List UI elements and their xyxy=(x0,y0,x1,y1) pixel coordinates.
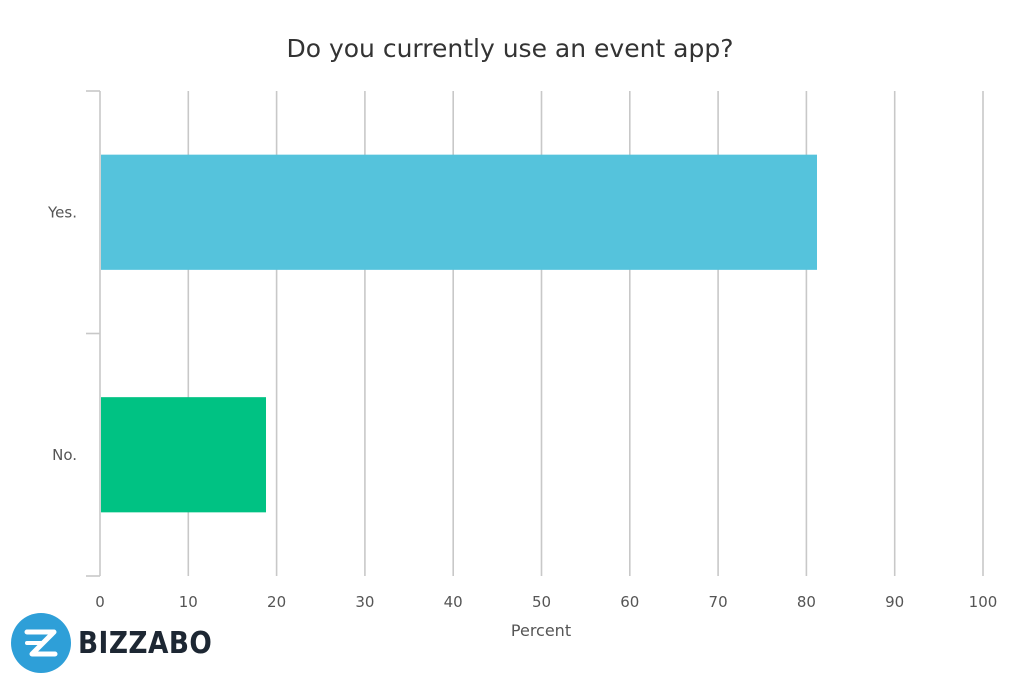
x-tick-label-60: 60 xyxy=(620,593,639,611)
category-label-yes: Yes. xyxy=(47,203,77,221)
x-tick-label-70: 70 xyxy=(709,593,728,611)
bizzabo-logo-text: BIZZABO xyxy=(78,625,213,661)
x-tick-label-0: 0 xyxy=(95,593,105,611)
x-tick-label-10: 10 xyxy=(179,593,198,611)
chart-title: Do you currently use an event app? xyxy=(286,34,733,63)
bizzabo-logo: BIZZABO xyxy=(10,612,231,674)
x-tick-label-30: 30 xyxy=(355,593,374,611)
x-tick-labels: 0 10 20 30 40 50 60 70 80 90 100 xyxy=(95,593,997,611)
x-tick-label-50: 50 xyxy=(532,593,551,611)
y-axis xyxy=(86,90,101,577)
bar-yes xyxy=(101,154,817,270)
x-tick-label-100: 100 xyxy=(969,593,998,611)
x-tick-label-20: 20 xyxy=(267,593,286,611)
x-tick-label-90: 90 xyxy=(885,593,904,611)
x-tick-label-40: 40 xyxy=(444,593,463,611)
bars xyxy=(101,154,817,513)
bizzabo-logo-mark-icon xyxy=(11,613,71,673)
category-labels: Yes. No. xyxy=(47,203,77,464)
category-label-no: No. xyxy=(52,446,77,464)
x-axis-title: Percent xyxy=(511,621,571,640)
bar-no xyxy=(101,397,267,513)
x-tick-label-80: 80 xyxy=(797,593,816,611)
